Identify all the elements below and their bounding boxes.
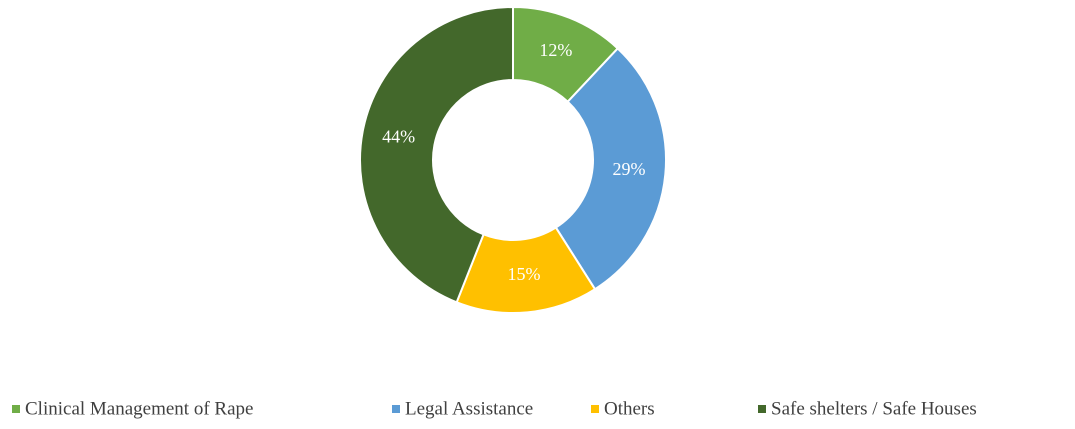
legend-label: Others bbox=[604, 398, 655, 419]
data-label: 44% bbox=[382, 126, 415, 146]
legend-marker bbox=[392, 405, 400, 413]
legend-marker bbox=[591, 405, 599, 413]
legend-label: Clinical Management of Rape bbox=[25, 398, 253, 419]
legend-label: Legal Assistance bbox=[405, 398, 533, 419]
data-label: 12% bbox=[539, 40, 572, 60]
slice bbox=[554, 47, 667, 291]
legend-marker bbox=[758, 405, 766, 413]
data-label: 15% bbox=[507, 264, 540, 284]
legend-marker bbox=[12, 405, 20, 413]
legend-label: Safe shelters / Safe Houses bbox=[771, 398, 977, 419]
data-label: 29% bbox=[612, 159, 645, 179]
slice bbox=[359, 5, 514, 304]
